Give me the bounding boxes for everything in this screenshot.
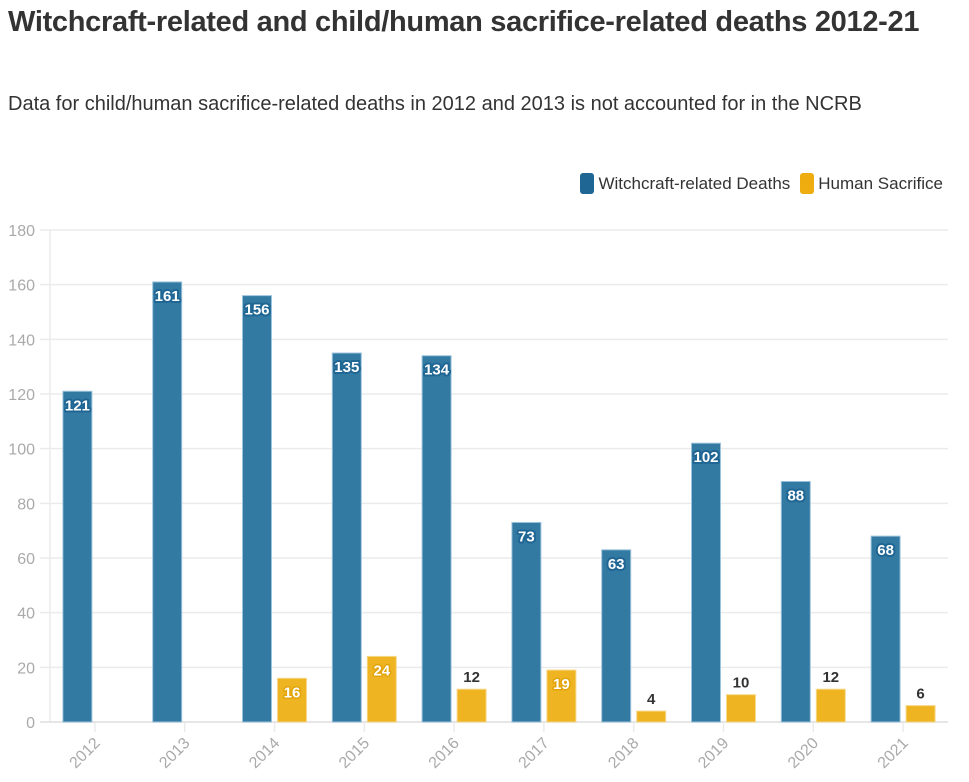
legend: Witchcraft-related Deaths Human Sacrific…: [570, 173, 943, 194]
data-label-witchcraft: 134: [424, 362, 450, 379]
data-label-witchcraft: 121: [65, 397, 90, 414]
bar-witchcraft[interactable]: [242, 295, 272, 723]
data-label-witchcraft: 161: [155, 288, 180, 305]
x-tick-label: 2017: [516, 735, 553, 772]
y-tick-label: 100: [8, 442, 35, 459]
x-tick-label: 2018: [605, 735, 642, 772]
data-label-halo: 121: [65, 397, 90, 414]
y-tick-label: 0: [26, 715, 35, 732]
x-tick-label: 2012: [67, 735, 104, 772]
data-label-human-sacrifice: 24: [373, 662, 390, 679]
bar-human-sacrifice[interactable]: [277, 677, 307, 723]
data-label-human-sacrifice: 10: [733, 675, 750, 692]
bar-human-sacrifice[interactable]: [726, 694, 756, 723]
bars: [62, 281, 936, 723]
bar-witchcraft[interactable]: [421, 355, 452, 723]
data-label-halo: 134: [424, 362, 450, 379]
x-tick-label: 2020: [785, 735, 822, 772]
data-label-human-sacrifice: 16: [284, 684, 301, 701]
bar-witchcraft[interactable]: [601, 549, 632, 723]
y-tick-label: 140: [8, 332, 35, 349]
y-tick-label: 180: [8, 223, 35, 240]
data-label-human-sacrifice: 4: [647, 691, 656, 708]
legend-item-witchcraft[interactable]: Witchcraft-related Deaths: [580, 173, 790, 194]
bar-human-sacrifice[interactable]: [815, 688, 846, 723]
bar-witchcraft[interactable]: [870, 535, 901, 723]
x-tick-label: 2015: [336, 735, 373, 772]
data-label-human-sacrifice: 6: [916, 686, 924, 703]
legend-label-human-sacrifice: Human Sacrifice: [818, 173, 943, 193]
data-label-halo: 88: [787, 487, 804, 504]
data-label-halo: 156: [244, 302, 269, 319]
bar-witchcraft[interactable]: [780, 480, 811, 723]
bar-witchcraft[interactable]: [62, 390, 93, 723]
data-label-halo: 161: [155, 288, 180, 305]
x-tick-label: 2016: [426, 735, 463, 772]
data-label-halo: 16: [284, 684, 301, 701]
bar-witchcraft[interactable]: [152, 281, 183, 723]
data-label-witchcraft: 88: [787, 487, 804, 504]
bar-human-sacrifice[interactable]: [546, 669, 577, 723]
bar-human-sacrifice[interactable]: [636, 710, 667, 723]
data-label-human-sacrifice: 19: [553, 676, 570, 693]
data-label-halo: 24: [373, 662, 390, 679]
data-label-halo: 73: [518, 528, 535, 545]
x-tick-label: 2014: [246, 735, 283, 772]
data-label-halo: 63: [608, 556, 625, 573]
bar-witchcraft[interactable]: [691, 442, 721, 723]
data-label-witchcraft: 73: [518, 528, 535, 545]
chart-subtitle: Data for child/human sacrifice-related d…: [8, 93, 862, 115]
x-axis: 2012 2013 2014 2015 2016 2017 2018 2019 2020 2021: [40, 721, 948, 772]
legend-label-witchcraft: Witchcraft-related Deaths: [598, 173, 791, 193]
y-tick-label: 60: [17, 551, 35, 568]
data-label-witchcraft: 135: [334, 359, 359, 376]
data-label-halo: 19: [553, 676, 570, 693]
data-label-witchcraft: 63: [608, 556, 625, 573]
legend-item-human-sacrifice[interactable]: Human Sacrifice: [800, 173, 943, 194]
y-tick-label: 80: [17, 496, 35, 513]
data-labels: 1211211611611561561616135135242413413412…: [63, 286, 925, 708]
data-label-witchcraft: 156: [244, 302, 269, 319]
x-tick-label: 2019: [695, 735, 732, 772]
y-tick-label: 160: [8, 278, 35, 295]
data-label-halo: 135: [334, 359, 359, 376]
y-axis: 0 20 40 60 80 100 120 140 160 180: [8, 223, 51, 732]
data-label-halo: 102: [693, 449, 718, 466]
legend-swatch-human-sacrifice: [800, 173, 815, 194]
y-tick-label: 40: [17, 606, 35, 623]
legend-swatch-witchcraft: [580, 173, 595, 194]
y-tick-label: 20: [17, 660, 35, 677]
bar-witchcraft[interactable]: [511, 521, 542, 723]
y-tick-label: 120: [8, 387, 35, 404]
bar-witchcraft[interactable]: [331, 352, 362, 723]
bar-human-sacrifice[interactable]: [905, 705, 936, 723]
data-label-human-sacrifice: 12: [463, 669, 480, 686]
data-label-human-sacrifice: 12: [822, 669, 839, 686]
bar-human-sacrifice[interactable]: [366, 655, 397, 723]
data-label-halo: 68: [877, 542, 894, 559]
x-tick-label: 2021: [875, 735, 912, 772]
chart-title: Witchcraft-related and child/human sacri…: [8, 6, 920, 38]
data-label-witchcraft: 102: [693, 449, 718, 466]
data-label-witchcraft: 68: [877, 542, 894, 559]
bar-human-sacrifice[interactable]: [456, 688, 487, 723]
x-tick-label: 2013: [156, 735, 193, 772]
